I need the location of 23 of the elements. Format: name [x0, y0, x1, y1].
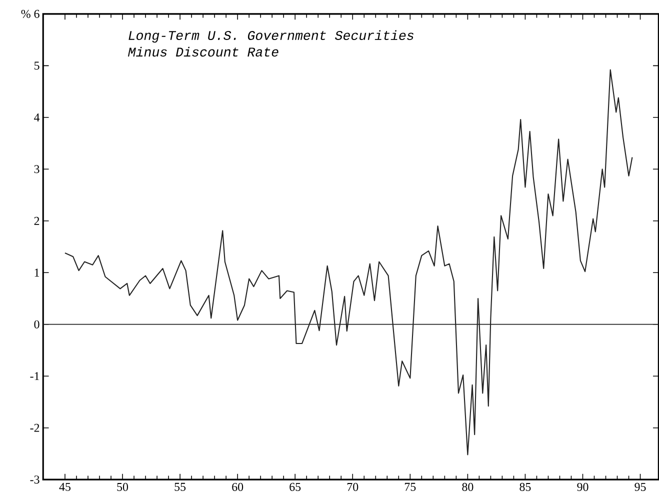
text: Minus Discount Rate — [128, 46, 278, 56]
y-tick-label: -3 — [30, 475, 40, 484]
y-tick-label: % 6 — [21, 10, 40, 18]
x-tick-label: 60 — [232, 482, 244, 491]
y-tick-label: 3 — [34, 164, 40, 173]
x-tick-label: 75 — [404, 482, 416, 491]
x-tick-label: 50 — [117, 482, 128, 491]
x-tick-label: 85 — [520, 482, 531, 491]
y-tick-label: 0 — [34, 320, 40, 328]
y-tick-label: 2 — [34, 216, 40, 225]
x-tick-label: 90 — [577, 482, 588, 491]
x-tick-label: 80 — [462, 482, 474, 491]
y-tick-label: -1 — [30, 372, 40, 380]
y-tick-label: 1 — [34, 268, 40, 276]
x-tick-label: 65 — [290, 482, 301, 491]
text: Long-Term U.S. Government Securities — [128, 30, 414, 42]
x-tick-label: 95 — [634, 482, 646, 491]
y-tick-label: -2 — [30, 424, 40, 432]
y-tick-label: 4 — [34, 113, 40, 122]
y-tick-label: 5 — [34, 61, 40, 70]
x-tick-label: 70 — [347, 482, 358, 491]
x-tick-label: 55 — [174, 482, 186, 491]
x-tick-label: 45 — [59, 482, 70, 491]
